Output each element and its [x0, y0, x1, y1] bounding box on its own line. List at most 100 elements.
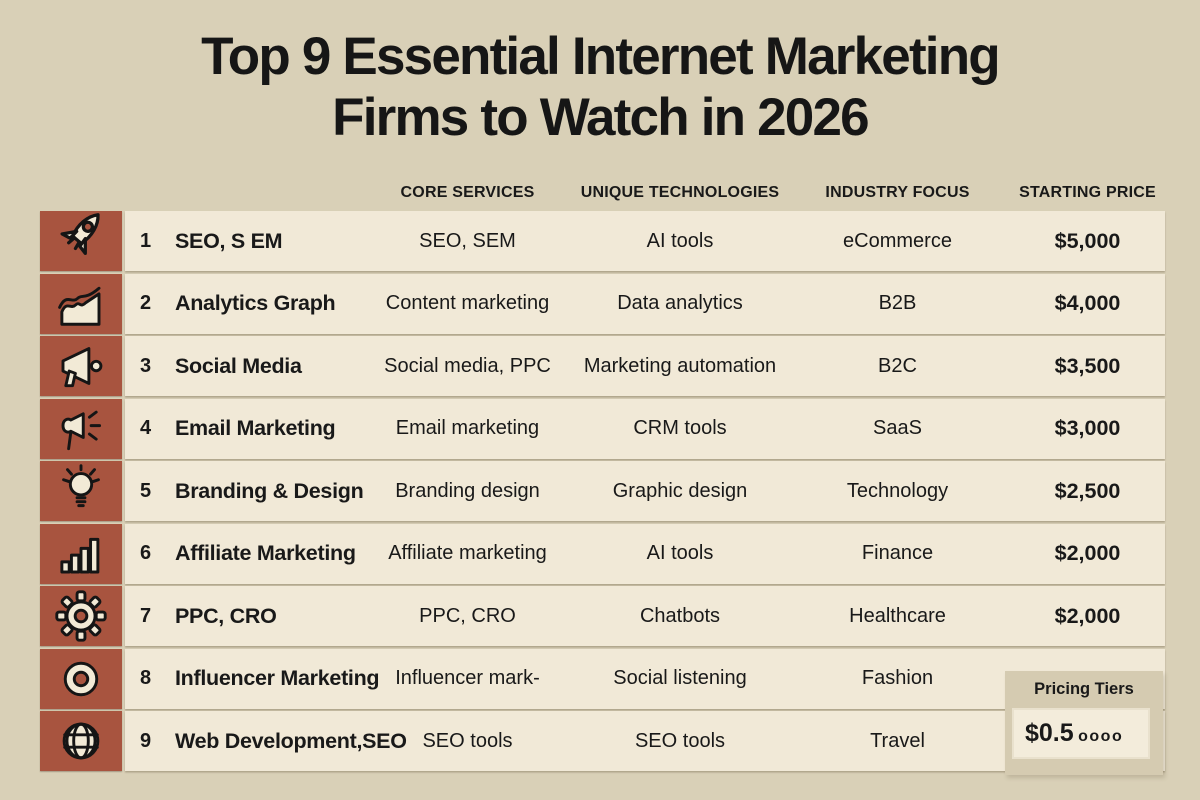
icon-tile — [40, 211, 122, 271]
gear-icon — [55, 590, 107, 642]
row-number: 7 — [140, 604, 152, 627]
core-services-value: PPC, CRO — [419, 604, 516, 627]
donut-icon — [63, 661, 99, 696]
icon-tile — [40, 398, 122, 459]
starting-price-value: $2,500 — [1054, 478, 1121, 503]
column-header-industry-focus: INDUSTRY FOCUS — [825, 184, 970, 201]
row-number: 6 — [140, 542, 152, 564]
starting-price-value: $2,000 — [1054, 603, 1121, 628]
row-band: 9 Web Development,SEO SEO tools SEO tool… — [125, 711, 1165, 771]
row-band: 3 Social Media Social media, PPC Marketi… — [125, 336, 1165, 396]
industry-focus-value: B2B — [878, 292, 917, 314]
table-row: 9 Web Development,SEO SEO tools SEO tool… — [40, 711, 1165, 771]
unique-technologies-value: AI tools — [646, 542, 714, 564]
icon-tile — [40, 336, 122, 396]
icon-tile — [40, 273, 122, 334]
table-row: 4 Email Marketing Email marketing CRM to… — [40, 398, 1165, 459]
unique-technologies-value: Data analytics — [617, 292, 743, 314]
firm-name: Social Media — [175, 353, 302, 378]
row-band: 5 Branding & Design Branding design Grap… — [125, 461, 1165, 521]
industry-focus-value: B2C — [878, 354, 917, 377]
starting-price-value: $3,500 — [1054, 353, 1121, 378]
pricing-tiers-panel: Pricing Tiers $0.5 oooo — [1005, 671, 1163, 775]
line-chart-icon — [58, 286, 101, 326]
firm-name: Web Development,SEO — [175, 728, 407, 753]
firm-name: Email Marketing — [175, 416, 336, 440]
row-number: 2 — [140, 292, 152, 314]
icon-tile — [40, 461, 122, 521]
core-services-value: SEO, SEM — [419, 229, 516, 252]
core-services-value: Affiliate marketing — [388, 542, 547, 564]
rocket-icon — [60, 213, 100, 256]
icon-tile — [40, 586, 122, 646]
column-header-unique-technologies: UNIQUE TECHNOLOGIES — [580, 184, 780, 201]
table-row: 5 Branding & Design Branding design Grap… — [40, 461, 1165, 521]
starting-price-value: $3,000 — [1054, 416, 1121, 440]
pricing-value-main: $0.5 — [1025, 719, 1074, 747]
unique-technologies-value: Chatbots — [639, 604, 721, 627]
pricing-tiers-value: $0.5 oooo — [1012, 708, 1150, 759]
unique-technologies-value: Marketing automation — [583, 354, 777, 377]
globe-icon — [62, 722, 100, 760]
row-band: 4 Email Marketing Email marketing CRM to… — [125, 398, 1165, 459]
row-band: 7 PPC, CRO PPC, CRO Chatbots Healthcare … — [125, 586, 1165, 646]
table-row: 8 Influencer Marketing Influencer mark- … — [40, 648, 1165, 709]
unique-technologies-value: AI tools — [646, 229, 714, 252]
page-title: Top 9 Essential Internet Marketing Firms … — [0, 26, 1200, 149]
table-row: 2 Analytics Graph Content marketing Data… — [40, 273, 1165, 334]
table-row: 6 Affiliate Marketing Affiliate marketin… — [40, 523, 1165, 584]
row-number: 5 — [140, 479, 152, 502]
column-header-core-services: CORE SERVICES — [400, 184, 535, 201]
table-row: 7 PPC, CRO PPC, CRO Chatbots Healthcare … — [40, 586, 1165, 646]
row-number: 4 — [140, 417, 152, 439]
column-header-starting-price: STARTING PRICE — [1019, 184, 1156, 201]
core-services-value: Influencer mark- — [395, 667, 540, 689]
core-services-value: Social media, PPC — [384, 354, 551, 377]
unique-technologies-value: CRM tools — [633, 417, 727, 439]
firm-name: PPC, CRO — [175, 603, 277, 628]
core-services-value: Content marketing — [385, 292, 550, 314]
firm-name: Analytics Graph — [175, 291, 336, 315]
icon-tile — [40, 648, 122, 709]
industry-focus-value: Fashion — [861, 667, 934, 689]
pricing-tiers-title: Pricing Tiers — [1034, 680, 1134, 698]
firm-name: Influencer Marketing — [175, 666, 380, 690]
row-number: 3 — [140, 354, 152, 377]
industry-focus-value: Finance — [861, 542, 934, 564]
unique-technologies-value: SEO tools — [634, 729, 726, 752]
row-band: 6 Affiliate Marketing Affiliate marketin… — [125, 523, 1165, 584]
industry-focus-value: Technology — [846, 479, 949, 502]
core-services-value: Email marketing — [395, 417, 540, 439]
row-number: 1 — [140, 229, 152, 252]
bar-chart-icon — [60, 537, 100, 573]
industry-focus-value: Healthcare — [849, 604, 946, 627]
icon-tile — [40, 711, 122, 771]
icon-tile — [40, 523, 122, 584]
row-band: 8 Influencer Marketing Influencer mark- … — [125, 648, 1165, 709]
announcement-icon — [61, 410, 102, 450]
firm-name: SEO, S EM — [175, 228, 283, 253]
industry-focus-value: eCommerce — [843, 229, 952, 252]
row-band: 2 Analytics Graph Content marketing Data… — [125, 273, 1165, 334]
megaphone-icon — [61, 347, 103, 388]
row-number: 8 — [140, 667, 152, 689]
table-header: CORE SERVICES UNIQUE TECHNOLOGIES INDUST… — [125, 184, 1165, 202]
industry-focus-value: Travel — [870, 729, 925, 752]
industry-focus-value: SaaS — [873, 417, 922, 439]
core-services-value: SEO tools — [422, 729, 513, 752]
core-services-value: Branding design — [395, 479, 540, 502]
table-row: 1 SEO, S EM SEO, SEM AI tools eCommerce … — [40, 211, 1165, 271]
title-line-2: Firms to Watch in 2026 — [332, 88, 870, 148]
title-line-1: Top 9 Essential Internet Marketing — [201, 27, 1001, 86]
starting-price-value: $4,000 — [1054, 291, 1121, 315]
table-row: 3 Social Media Social media, PPC Marketi… — [40, 336, 1165, 396]
unique-technologies-value: Graphic design — [612, 479, 748, 502]
table-body: 1 SEO, S EM SEO, SEM AI tools eCommerce … — [40, 211, 1165, 774]
firm-name: Branding & Design — [175, 478, 364, 503]
firm-name: Affiliate Marketing — [175, 541, 356, 565]
starting-price-value: $2,000 — [1054, 541, 1121, 565]
unique-technologies-value: Social listening — [613, 667, 747, 689]
lightbulb-icon — [62, 464, 100, 508]
starting-price-value: $5,000 — [1054, 228, 1121, 253]
